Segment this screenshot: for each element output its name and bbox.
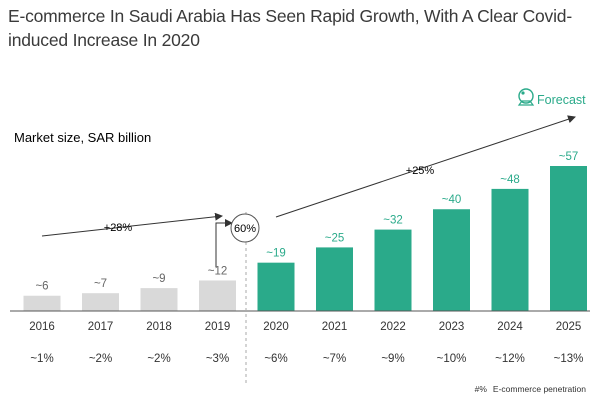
value-label-2017: ~7 (94, 278, 107, 290)
penetration-2022: ~9% (381, 353, 404, 365)
x-tick-2017: 2017 (88, 321, 114, 333)
penetration-2024: ~12% (495, 353, 525, 365)
value-label-2021: ~25 (325, 232, 345, 244)
legend: #% E-commerce penetration (475, 384, 586, 394)
bar-2020 (257, 262, 295, 311)
chart-title: E-commerce In Saudi Arabia Has Seen Rapi… (8, 6, 572, 50)
growth-jump-circle (230, 213, 260, 243)
bar-2024 (491, 188, 529, 311)
value-label-2018: ~9 (152, 273, 165, 285)
forecast-label: Forecast (537, 93, 586, 107)
value-label-2020: ~19 (266, 248, 286, 260)
x-tick-2021: 2021 (322, 321, 348, 333)
value-label-2022: ~32 (383, 215, 403, 227)
value-label-2023: ~40 (442, 194, 462, 206)
x-tick-2019: 2019 (205, 321, 231, 333)
growth-label-pre: +28% (104, 222, 133, 234)
x-tick-2023: 2023 (439, 321, 465, 333)
growth-arrow-post (275, 115, 576, 218)
bar-2016 (23, 295, 61, 311)
value-label-2016: ~6 (35, 281, 48, 293)
value-label-2025: ~57 (559, 151, 579, 163)
crystal-ball-icon (517, 88, 535, 106)
bar-2023 (433, 209, 470, 311)
growth-label-jump: 60% (234, 223, 256, 235)
x-tick-2022: 2022 (380, 321, 406, 333)
growth-arrow-jump (215, 219, 233, 267)
penetration-2021: ~7% (323, 353, 346, 365)
x-tick-2016: 2016 (29, 321, 55, 333)
x-tick-2024: 2024 (497, 321, 523, 333)
penetration-2020: ~6% (264, 353, 287, 365)
penetration-2019: ~3% (206, 353, 229, 365)
x-tick-2018: 2018 (146, 321, 172, 333)
penetration-2023: ~10% (437, 353, 467, 365)
bar-2017 (82, 293, 119, 311)
y-axis-label: Market size, SAR billion (14, 130, 151, 145)
legend-label: E-commerce penetration (492, 384, 586, 394)
x-tick-2020: 2020 (263, 321, 289, 333)
penetration-2016: ~1% (30, 353, 53, 365)
penetration-2017: ~2% (89, 353, 112, 365)
growth-arrow-pre (41, 212, 223, 237)
growth-label-post: +25% (406, 165, 435, 177)
value-label-2024: ~48 (500, 174, 520, 186)
bar-2021 (316, 247, 353, 311)
x-tick-2025: 2025 (556, 321, 582, 333)
penetration-2025: ~13% (554, 353, 584, 365)
value-label-2019: ~12 (208, 265, 228, 277)
bar-2019 (199, 280, 236, 311)
legend-symbol: #% (474, 384, 487, 394)
bar-2022 (374, 229, 412, 311)
penetration-2018: ~2% (147, 353, 170, 365)
bar-2018 (140, 288, 178, 311)
bar-2025 (550, 166, 587, 311)
